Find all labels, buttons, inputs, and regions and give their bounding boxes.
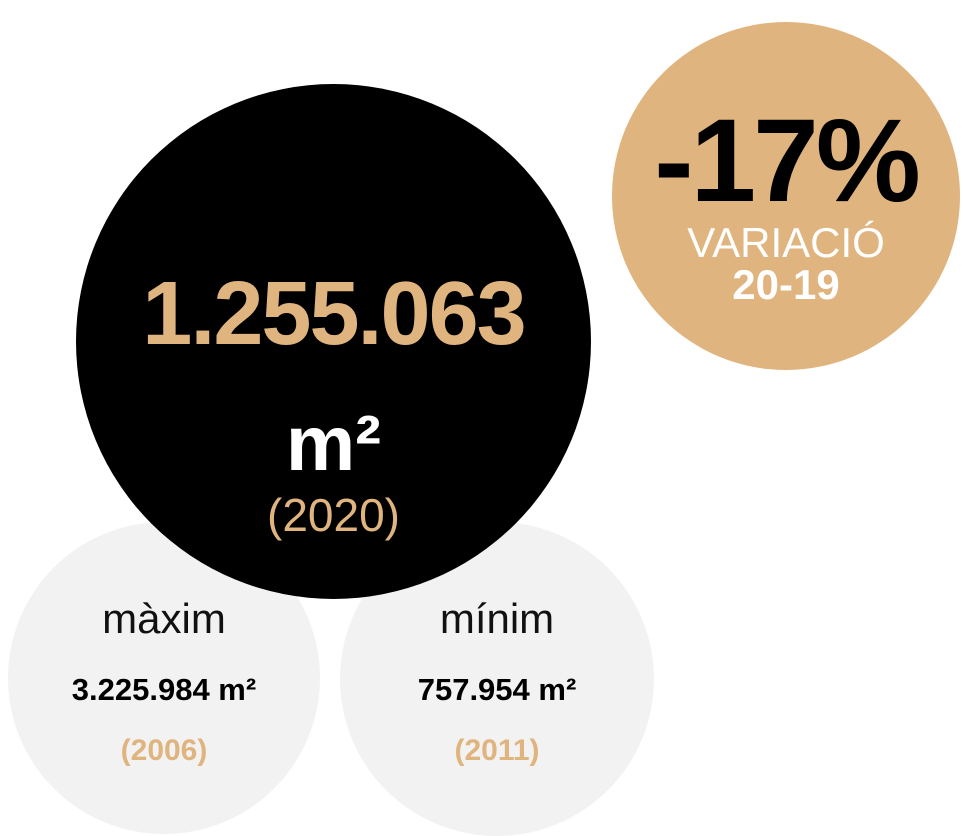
variation-label: VARIACIÓ: [612, 222, 960, 264]
maximum-label: màxim: [8, 598, 320, 640]
main-year: (2020): [76, 492, 591, 538]
variation-period: 20-19: [612, 264, 960, 306]
maximum-value: 3.225.984 m²: [8, 674, 320, 705]
main-unit: m²: [76, 404, 591, 482]
maximum-year: (2006): [8, 736, 320, 766]
minimum-year: (2011): [340, 736, 654, 766]
minimum-label: mínim: [340, 598, 654, 640]
variation-value: -17%: [612, 102, 960, 220]
variation-circle: -17% VARIACIÓ 20-19: [612, 22, 960, 370]
main-value-circle: 1.255.063 m² (2020): [76, 84, 591, 599]
minimum-value: 757.954 m²: [340, 674, 654, 705]
main-value: 1.255.063: [76, 269, 591, 359]
